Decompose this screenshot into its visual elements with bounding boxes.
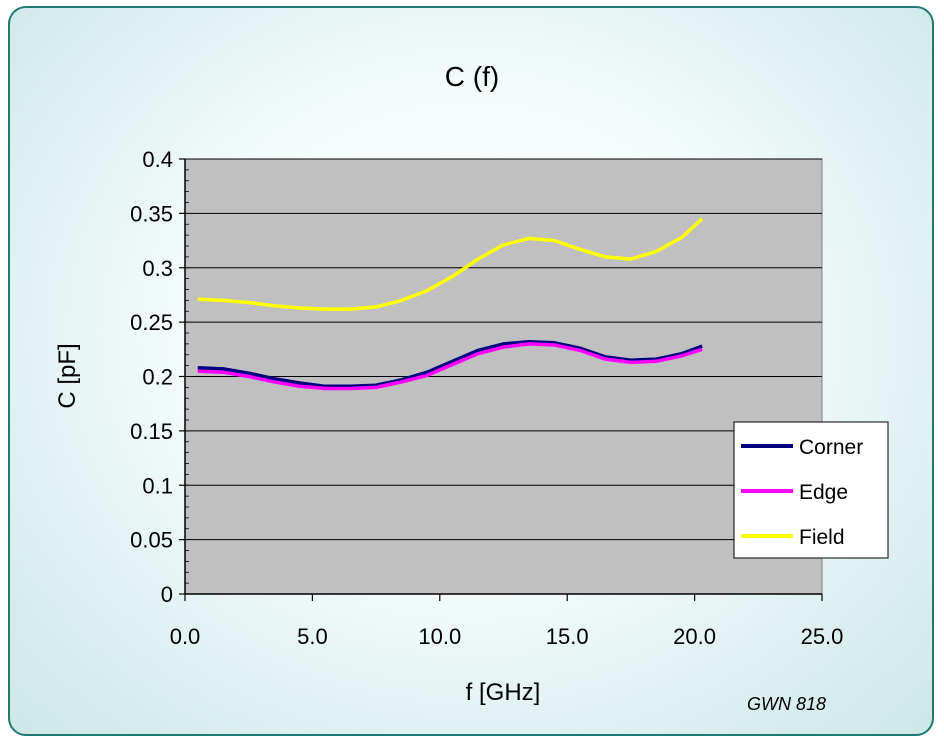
- legend: Corner Edge Field: [733, 421, 889, 559]
- x-axis-ticks: 0.0 5.0 10.0 15.0 20.0 25.0: [170, 594, 844, 649]
- x-tick-label: 10.0: [418, 624, 461, 649]
- y-tick-label: 0.4: [142, 147, 173, 172]
- y-tick-label: 0.25: [130, 310, 173, 335]
- x-tick-label: 15.0: [546, 624, 589, 649]
- series-line-edge: [197, 342, 703, 391]
- series-line-corner: [197, 339, 703, 389]
- grid-lines: [185, 158, 822, 541]
- series-line-field: [197, 217, 704, 311]
- footnote: GWN 818: [747, 694, 826, 714]
- y-tick-label: 0.1: [142, 473, 173, 498]
- y-axis-ticks: 0 0.05 0.1 0.15 0.2 0.25 0.3 0.35 0.4: [130, 147, 185, 607]
- x-tick-label: 5.0: [297, 624, 328, 649]
- y-tick-label: 0.35: [130, 201, 173, 226]
- y-tick-label: 0.15: [130, 419, 173, 444]
- y-tick-label: 0.05: [130, 528, 173, 553]
- legend-label-edge: Edge: [799, 481, 848, 504]
- y-axis-title: C [pF]: [54, 343, 81, 408]
- x-tick-label: 20.0: [673, 624, 716, 649]
- chart-title: C (f): [445, 61, 499, 92]
- x-tick-label: 25.0: [801, 624, 844, 649]
- x-tick-label: 0.0: [170, 624, 201, 649]
- y-tick-label: 0.2: [142, 365, 173, 390]
- x-axis-title: f [GHz]: [466, 679, 541, 706]
- legend-label-field: Field: [799, 526, 845, 549]
- series-layer: [197, 217, 704, 391]
- y-tick-label: 0.3: [142, 256, 173, 281]
- y-tick-label: 0: [161, 582, 173, 607]
- legend-label-corner: Corner: [799, 436, 863, 459]
